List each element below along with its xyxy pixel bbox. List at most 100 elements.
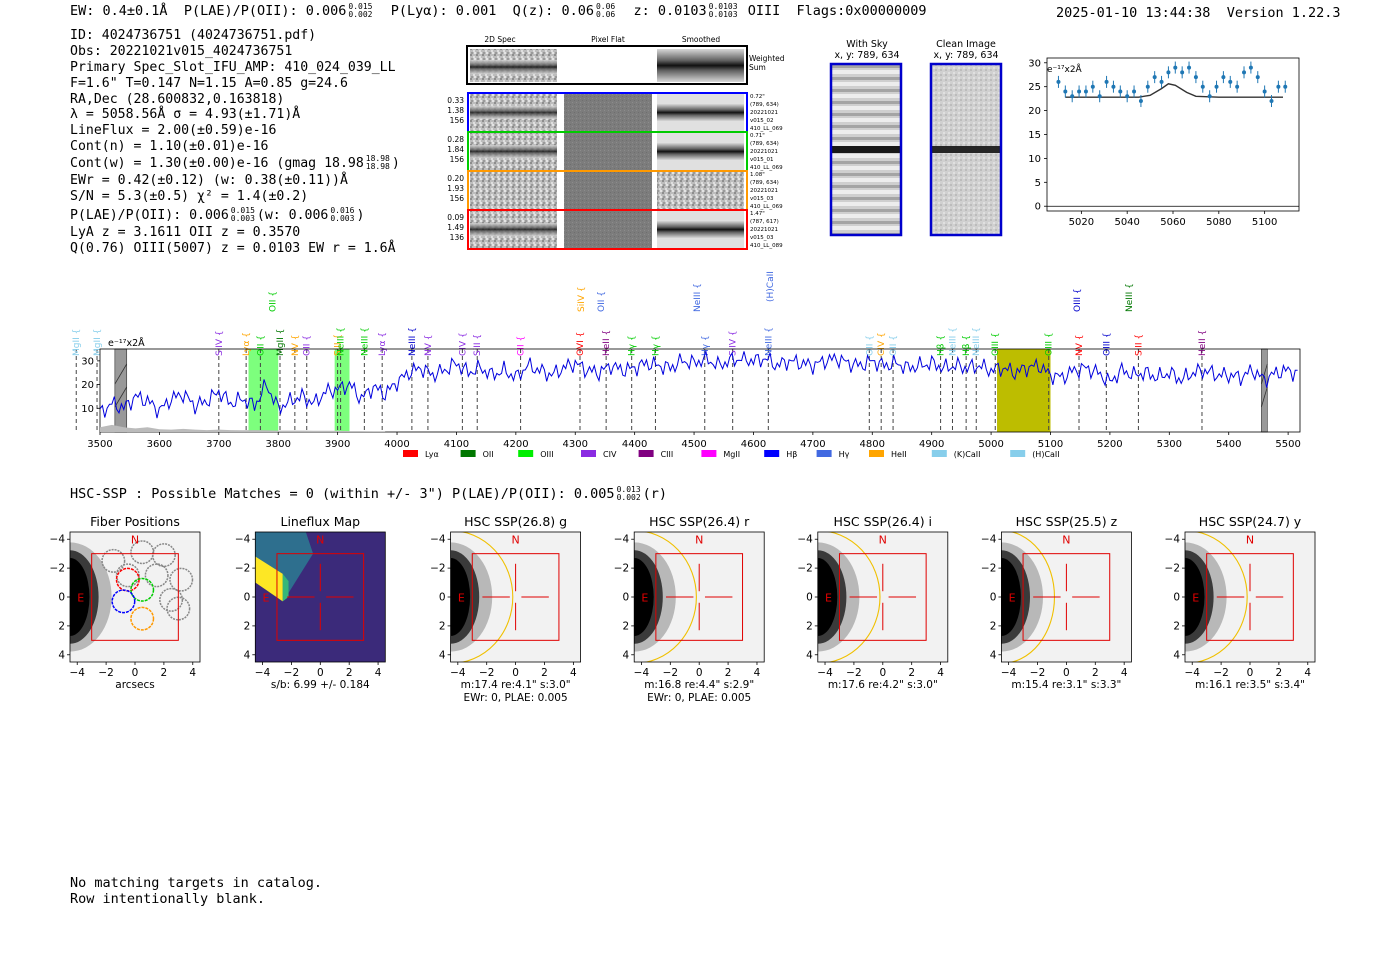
- fit-model-line: [1065, 83, 1283, 98]
- legend-label: Hγ: [839, 450, 850, 459]
- spectrum-xtick-label: 4100: [444, 439, 469, 450]
- hsc-ytick-label: −4: [797, 534, 813, 546]
- hsc-ytick-label: 4: [1173, 649, 1180, 661]
- hsc-xtick-label: −4: [450, 667, 466, 679]
- spectrum-line-label: Hγ {: [701, 335, 711, 356]
- hsc-xtick-label: 0: [1063, 667, 1070, 679]
- cutout-value: 0.28: [447, 135, 464, 144]
- legend-label: OII: [483, 450, 494, 459]
- east-label: E: [458, 591, 465, 604]
- spectrum-xtick-label: 5100: [1038, 439, 1063, 450]
- fiber-circle: [130, 606, 155, 631]
- fit-data-point: [1152, 75, 1157, 80]
- legend-label: HeII: [891, 450, 907, 459]
- hsc-ytick-label: 4: [244, 649, 251, 661]
- info-ewr: EWr = 0.42(±0.12) (w: 0.38(±0.11))Å: [70, 173, 348, 189]
- legend-swatch: [701, 450, 717, 457]
- fit-data-point: [1173, 65, 1178, 70]
- spectrum-line-label: MgII {: [72, 329, 82, 356]
- hsc-xtick-label: 0: [132, 667, 139, 679]
- cutout-border: [467, 209, 748, 250]
- hsc-search-box: [1206, 553, 1294, 641]
- cutout-meta: 20221021: [750, 188, 778, 194]
- fiber-circle: [144, 563, 169, 588]
- legend-label: Hβ: [786, 450, 797, 459]
- fit-data-point: [1228, 79, 1233, 84]
- east-label: E: [77, 591, 84, 604]
- hsc-ytick-label: −2: [235, 563, 250, 575]
- hsc-xtick-label: 4: [570, 667, 577, 679]
- col-title-2dspec: 2D Spec: [484, 35, 515, 44]
- hsc-xtick-label: 4: [754, 667, 761, 679]
- spectrum-line-label: OII {: [597, 291, 607, 312]
- hsc-ytick-label: −4: [430, 534, 446, 546]
- spectrum-xtick-label: 4600: [741, 439, 766, 450]
- legend-swatch: [764, 450, 780, 457]
- gmag-lo: 18.98: [365, 162, 390, 172]
- hsc-xtick-label: −4: [69, 667, 85, 679]
- hsc-caption: s/b: 6.99 +/- 0.184: [271, 679, 370, 691]
- cutout-value: 136: [450, 233, 465, 242]
- cutout-value: 1.93: [447, 184, 464, 193]
- fit-data-point: [1221, 75, 1226, 80]
- hsc-ytick-label: 4: [623, 649, 630, 661]
- sky-images: With Sky x, y: 789, 634 Clean Image x, y…: [829, 39, 1003, 237]
- spectrum-xtick-label: 4500: [681, 439, 706, 450]
- fit-ytick-label: 5: [1035, 178, 1041, 189]
- spectrum-xtick-label: 4800: [860, 439, 885, 450]
- cutout-value: 156: [450, 194, 465, 203]
- legend-label: (K)CaII: [954, 450, 981, 459]
- spectrum-line-label: NeIII {: [764, 327, 774, 356]
- hsc-ytick-label: 2: [244, 620, 251, 632]
- hsc-summary-band: (r): [642, 486, 668, 502]
- cont-w-text: Cont(w) = 1.30(±0.00)e-16 (gmag 18.98: [70, 156, 364, 172]
- spectrum-xtick-label: 4300: [563, 439, 588, 450]
- hsc-xtick-label: 4: [937, 667, 944, 679]
- hsc-xtick-label: −2: [284, 667, 299, 679]
- hsc-ytick-label: 2: [58, 620, 65, 632]
- fit-data-point: [1132, 89, 1137, 94]
- fit-data-point: [1104, 79, 1109, 84]
- spectrum-line-label: NV {: [291, 335, 301, 356]
- spectrum-highlight: [248, 349, 279, 432]
- spectrum-line-label: OII {: [865, 335, 875, 356]
- hsc-search-box: [276, 553, 365, 641]
- plya-text: P(Lyα): 0.001: [390, 3, 497, 19]
- cutout-value: 156: [450, 116, 465, 125]
- hsc-panel-title: HSC SSP(26.4) r: [649, 514, 750, 529]
- hsc-ytick-label: −2: [1165, 563, 1180, 575]
- fit-data-point: [1255, 75, 1260, 80]
- legend-swatch: [869, 450, 884, 457]
- hsc-ytick-label: 4: [806, 649, 813, 661]
- hsc-xtick-label: 2: [1276, 667, 1283, 679]
- fit-data-point: [1097, 94, 1102, 99]
- cutout-meta: v015_01: [750, 157, 774, 163]
- spectrum-xtick-label: 4400: [622, 439, 647, 450]
- east-label: E: [1009, 591, 1016, 604]
- info-cont-w: Cont(w) = 1.30(±0.00)e-16 (gmag 18.98 18.…: [70, 154, 400, 172]
- hsc-xtick-label: 2: [725, 667, 732, 679]
- z-hi: 0.0103: [708, 2, 738, 11]
- hsc-summary-hi: 0.013: [616, 485, 641, 494]
- hsc-xtick-label: 0: [317, 667, 324, 679]
- info-lya-z: LyA z = 3.1611 OII z = 0.3570: [70, 225, 301, 241]
- hsc-ytick-label: −2: [430, 563, 445, 575]
- qz-lo: 0.06: [595, 10, 616, 19]
- hsc-xtick-label: −2: [846, 667, 861, 679]
- hsc-aperture-ellipse: [644, 532, 697, 662]
- hsc-panel-1: Fiber Positions N E −4 4 −2 2 0 0 2 −2 4 −4 arcsecs: [50, 514, 201, 691]
- fit-data-point: [1125, 94, 1130, 99]
- info-block: ID: 4024736751 (4024736751.pdf) Obs: 202…: [70, 28, 400, 257]
- info-id: ID: 4024736751 (4024736751.pdf): [70, 28, 317, 43]
- with-sky-title: With Sky: [846, 39, 888, 50]
- hsc-panels: Fiber Positions N E −4 4 −2 2 0 0 2 −2 4 −4 arcsecs Li…: [50, 514, 1316, 704]
- cutout-meta: 20221021: [750, 227, 778, 233]
- fit-data-point: [1269, 99, 1274, 104]
- fit-ytick-label: 10: [1028, 154, 1041, 165]
- east-label: E: [1192, 591, 1199, 604]
